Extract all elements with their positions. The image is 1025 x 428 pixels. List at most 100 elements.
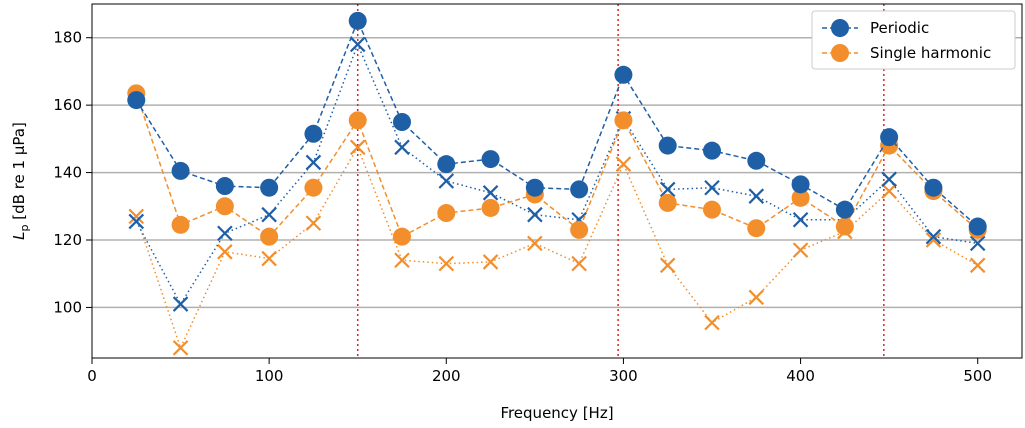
data-point [703, 141, 721, 160]
data-point [481, 150, 500, 169]
data-point [969, 235, 986, 252]
grid [92, 36, 1022, 309]
data-point [128, 208, 145, 225]
data-point [881, 183, 897, 199]
data-point [304, 178, 323, 197]
data-point [217, 244, 233, 260]
data-point [791, 188, 810, 207]
data-point [748, 188, 765, 204]
data-point [614, 65, 633, 84]
y-axis-label-subscript: p [18, 224, 31, 231]
data-point [394, 252, 410, 269]
data-point [792, 211, 809, 228]
data-point [881, 171, 897, 188]
data-point [614, 111, 633, 130]
data-point [658, 136, 677, 155]
data-point [704, 179, 720, 196]
legend-label: Single harmonic [870, 44, 991, 62]
data-point [969, 257, 986, 274]
x-tick-label: 300 [609, 367, 638, 385]
y-tick-label: 140 [53, 164, 82, 182]
data-point [792, 242, 809, 258]
data-point [128, 213, 145, 230]
y-axis-label-symbol: L [10, 231, 28, 239]
data-point [172, 296, 189, 312]
data-point [394, 139, 410, 156]
data-point [835, 217, 854, 236]
data-point [482, 185, 499, 201]
data-point [437, 204, 456, 223]
data-point [482, 254, 499, 270]
data-point [171, 215, 190, 234]
data-point [260, 227, 279, 246]
x-tick-label: 0 [87, 367, 97, 385]
data-point [481, 198, 500, 217]
data-point [305, 215, 322, 231]
x-axis-label: Frequency [Hz] [500, 404, 613, 422]
data-point [659, 181, 676, 198]
x-tick-label: 500 [963, 367, 992, 385]
data-point [437, 155, 456, 174]
legend-entry: Single harmonic [822, 44, 991, 62]
data-point [260, 178, 279, 197]
reference-lines [356, 4, 885, 358]
data-point [659, 257, 676, 274]
data-point [393, 113, 411, 131]
data-point [525, 178, 544, 197]
series-3 [128, 139, 986, 356]
y-axis-label-unit: [dB re 1 μPa] [10, 122, 28, 224]
data-point [348, 111, 367, 130]
legend-box [811, 10, 1016, 70]
data-point [215, 197, 234, 216]
y-axis-label: Lp [dB re 1 μPa] [10, 122, 31, 240]
data-point [615, 156, 632, 172]
data-point [968, 217, 987, 236]
x-tick-label: 200 [432, 367, 461, 385]
legend-marker [831, 19, 849, 37]
series-0 [127, 11, 987, 236]
data-point [304, 124, 323, 143]
data-point [127, 91, 146, 110]
data-point [215, 177, 234, 196]
data-point [171, 161, 190, 180]
data-point [924, 178, 943, 197]
data-point [925, 232, 942, 248]
data-point [438, 173, 455, 189]
data-point [393, 227, 411, 246]
data-point [791, 175, 810, 194]
legend: Periodic Single harmonic [811, 10, 1016, 70]
legend-label: Periodic [870, 19, 929, 37]
x-tick-label: 100 [255, 367, 284, 385]
data-point [348, 11, 367, 30]
data-point [305, 154, 322, 171]
series-group [127, 11, 987, 356]
data-point [704, 314, 720, 331]
legend-entry: Periodic [822, 19, 929, 37]
data-point [658, 193, 677, 212]
data-point [703, 200, 721, 219]
legend-marker [831, 44, 849, 62]
ticks: 0 100 200 300 400 500 100 120 140 160 180 [53, 29, 992, 385]
data-point [217, 225, 233, 242]
y-tick-label: 160 [53, 96, 82, 114]
data-point [570, 180, 589, 199]
y-tick-label: 100 [53, 298, 82, 316]
series-line [135, 145, 979, 350]
data-point [349, 36, 366, 53]
data-point [527, 235, 543, 252]
y-tick-label: 180 [53, 29, 82, 47]
data-point [527, 206, 543, 223]
data-point [925, 228, 942, 245]
data-point [349, 139, 366, 156]
y-tick-label: 120 [53, 231, 82, 249]
data-point [747, 219, 766, 238]
data-point [261, 206, 277, 223]
series-line [135, 93, 979, 238]
data-point [261, 250, 277, 267]
data-point [571, 255, 587, 272]
data-point [438, 255, 455, 272]
data-point [835, 200, 854, 219]
data-point [748, 289, 765, 306]
